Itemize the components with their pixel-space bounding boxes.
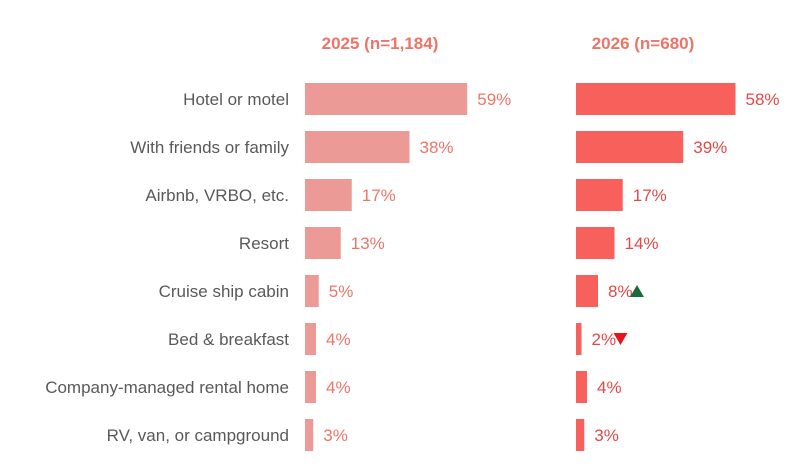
category-label: Airbnb, VRBO, etc.	[145, 186, 289, 205]
category-labels: Hotel or motel With friends or family Airb…	[45, 90, 289, 445]
category-label: Cruise ship cabin	[159, 282, 289, 301]
category-label: Hotel or motel	[183, 90, 289, 109]
bars	[305, 83, 736, 451]
category-label: RV, van, or campground	[107, 426, 289, 445]
value-label: 4%	[326, 330, 351, 349]
value-label: 17%	[633, 186, 667, 205]
triangle-up-icon	[630, 285, 644, 297]
value-label: 5%	[329, 282, 354, 301]
category-label: With friends or family	[130, 138, 289, 157]
bar-1-7	[576, 419, 585, 451]
bar-1-4	[576, 275, 598, 307]
series-title-0: 2025 (n=1,184)	[322, 34, 439, 53]
bar-0-0	[305, 83, 468, 115]
category-label: Resort	[239, 234, 289, 253]
value-label: 39%	[693, 138, 727, 157]
value-label: 8%	[608, 282, 633, 301]
series-title-1: 2026 (n=680)	[592, 34, 695, 53]
value-label: 58%	[746, 90, 780, 109]
triangle-down-icon	[613, 333, 628, 345]
value-label: 4%	[597, 378, 622, 397]
bar-1-3	[576, 227, 615, 259]
value-label: 4%	[326, 378, 351, 397]
value-label: 3%	[323, 426, 348, 445]
bar-0-7	[305, 419, 314, 451]
bar-1-0	[576, 83, 736, 115]
bar-1-2	[576, 179, 623, 211]
bar-0-5	[305, 323, 316, 355]
bar-1-6	[576, 371, 587, 403]
category-label: Bed & breakfast	[168, 330, 289, 349]
value-label: 17%	[362, 186, 396, 205]
bar-0-3	[305, 227, 341, 259]
value-labels: 59% 38% 17% 13% 5% 4% 4% 3% 58% 39% 17% 14% 8% 2% 4% 3%	[323, 90, 779, 445]
category-label: Company-managed rental home	[45, 378, 289, 397]
value-label: 38%	[420, 138, 454, 157]
bar-0-1	[305, 131, 410, 163]
bar-0-4	[305, 275, 319, 307]
column-titles: 2025 (n=1,184) 2026 (n=680)	[322, 34, 695, 53]
value-label: 59%	[477, 90, 511, 109]
value-label: 13%	[351, 234, 385, 253]
value-label: 3%	[594, 426, 619, 445]
value-label: 2%	[592, 330, 617, 349]
value-label: 14%	[625, 234, 659, 253]
bar-1-1	[576, 131, 684, 163]
change-markers	[613, 285, 644, 345]
bar-0-2	[305, 179, 352, 211]
bar-0-6	[305, 371, 316, 403]
bar-1-5	[576, 323, 582, 355]
